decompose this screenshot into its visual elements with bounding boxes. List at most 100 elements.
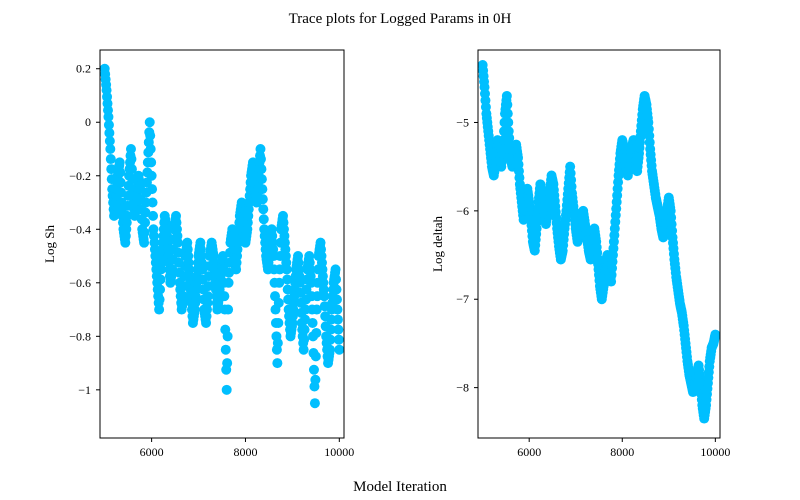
- trace-point: [332, 314, 343, 325]
- data-point: [311, 304, 322, 315]
- trace-point: [147, 197, 158, 208]
- data-point: [122, 210, 133, 221]
- trace-point: [331, 274, 342, 285]
- trace-point: [299, 324, 310, 335]
- trace-point: [155, 284, 166, 295]
- trace-point: [219, 291, 230, 302]
- y-tick-label: −1: [78, 383, 91, 397]
- trace-point: [325, 324, 336, 335]
- trace-point: [104, 135, 115, 146]
- trace-point: [256, 164, 267, 175]
- trace-point: [307, 317, 318, 328]
- data-point: [172, 237, 183, 248]
- trace-point: [140, 217, 151, 228]
- data-point: [257, 184, 268, 195]
- data-point: [272, 358, 283, 369]
- y-tick-label: −0.2: [69, 169, 91, 183]
- x-tick-label: 10000: [700, 445, 730, 459]
- data-point: [332, 304, 343, 315]
- trace-point: [299, 334, 310, 345]
- trace-point: [331, 284, 342, 295]
- data-point: [330, 264, 341, 275]
- trace-point: [155, 274, 166, 285]
- data-point: [255, 144, 266, 155]
- trace-point: [139, 227, 150, 238]
- trace-point: [308, 364, 319, 375]
- trace-point: [145, 144, 156, 155]
- data-point: [281, 264, 292, 275]
- trace-point: [331, 294, 342, 305]
- x-tick-label: 10000: [324, 445, 354, 459]
- y-tick-label: −5: [456, 115, 469, 129]
- x-tick-label: 6000: [140, 445, 164, 459]
- trace-point: [310, 374, 321, 385]
- trace-point: [282, 284, 293, 295]
- trace-point: [274, 264, 285, 275]
- trace-point: [273, 297, 284, 308]
- trace-point: [282, 274, 293, 285]
- subplot-log-deltah: 6000 8000 10000 −5 −6 −7 −8 Log deltah: [430, 49, 730, 459]
- trace-point: [222, 331, 233, 342]
- figure-xlabel: Model Iteration: [353, 479, 447, 495]
- data-point: [309, 398, 320, 409]
- y-tick-label: −0.8: [69, 329, 91, 343]
- trace-point: [300, 314, 311, 325]
- trace-point: [312, 291, 323, 302]
- trace-point: [104, 127, 115, 138]
- data-point: [274, 277, 285, 288]
- trace-point: [115, 177, 126, 188]
- trace-point: [258, 204, 269, 215]
- x-tick-label: 8000: [610, 445, 634, 459]
- trace-point: [333, 324, 344, 335]
- trace-point: [333, 334, 344, 345]
- y-tick-label: −6: [456, 204, 469, 218]
- trace-point: [115, 167, 126, 178]
- trace-point: [220, 344, 231, 355]
- trace-point: [311, 327, 322, 338]
- trace-point: [147, 184, 158, 195]
- data-point: [319, 291, 330, 302]
- trace-point: [154, 294, 165, 305]
- trace-point: [146, 157, 157, 168]
- y-tick-label: 0.2: [76, 62, 91, 76]
- trace-point: [503, 117, 514, 128]
- trace-point: [103, 119, 114, 130]
- trace-point: [258, 214, 269, 225]
- data-point: [139, 237, 150, 248]
- axes-frame: [477, 49, 721, 439]
- scatter-points: [477, 60, 721, 424]
- data-point: [501, 90, 512, 101]
- trace-point: [257, 194, 268, 205]
- data-point: [324, 344, 335, 355]
- axes-frame: [99, 49, 345, 439]
- data-point: [114, 157, 125, 168]
- y-axis-label: Log Sh: [42, 225, 57, 263]
- data-point: [105, 144, 116, 155]
- data-point: [221, 384, 232, 395]
- data-point: [154, 304, 165, 315]
- trace-point: [255, 154, 266, 165]
- data-point: [144, 117, 155, 128]
- trace-point: [126, 154, 137, 165]
- trace-point: [272, 338, 283, 349]
- figure-title: Trace plots for Logged Params in 0H: [289, 11, 512, 27]
- data-point: [202, 291, 213, 302]
- data-point: [103, 111, 114, 122]
- y-tick-label: −0.4: [69, 222, 91, 236]
- data-point: [146, 170, 157, 181]
- trace-point: [325, 334, 336, 345]
- y-tick-label: −7: [456, 292, 469, 306]
- trace-point: [222, 358, 233, 369]
- scatter-points: [99, 63, 345, 409]
- trace-point: [148, 210, 159, 221]
- trace-point: [502, 99, 513, 110]
- trace-point: [310, 351, 321, 362]
- data-point: [298, 344, 309, 355]
- y-tick-label: −8: [456, 381, 469, 395]
- trace-point: [140, 207, 151, 218]
- x-tick-label: 6000: [517, 445, 541, 459]
- trace-point: [502, 108, 513, 119]
- data-point: [178, 291, 189, 302]
